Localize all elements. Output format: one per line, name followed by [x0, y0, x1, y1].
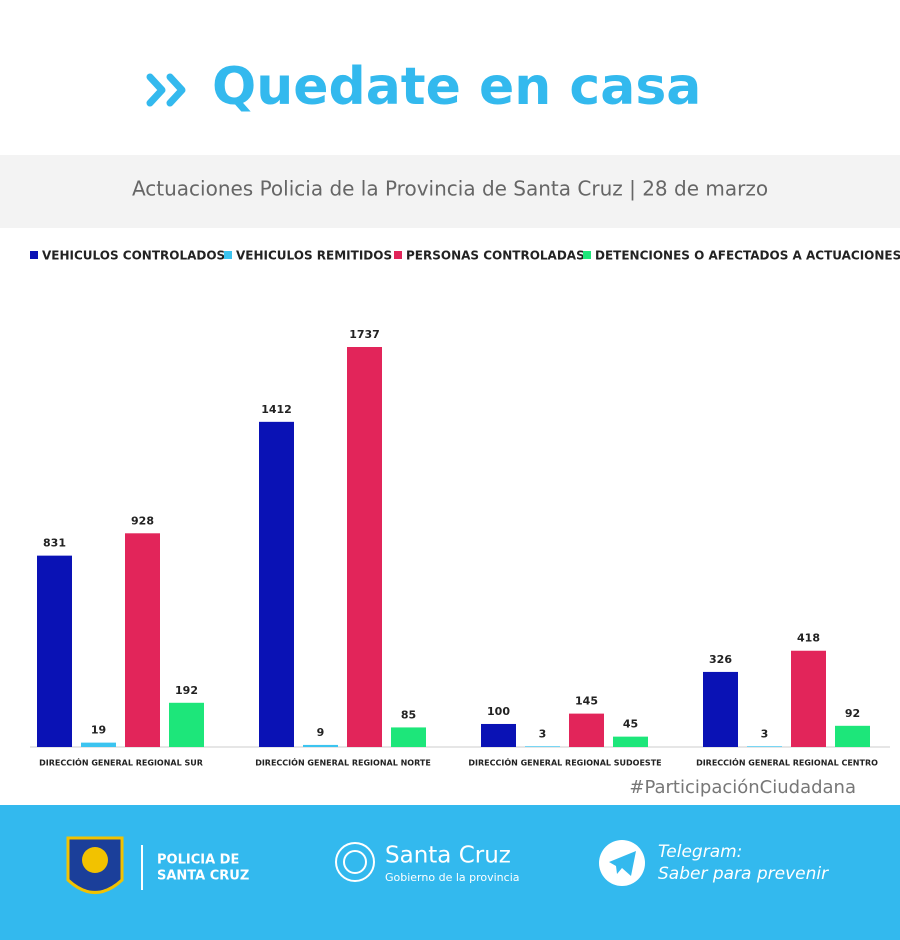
legend-label: DETENCIONES O AFECTADOS A ACTUACIONES: [595, 249, 900, 263]
bar: [481, 723, 516, 747]
x-tick-label: DIRECCIÓN GENERAL REGIONAL SUR: [39, 757, 203, 768]
bar: [569, 713, 604, 747]
bar: [391, 727, 426, 747]
value-label: 831: [43, 537, 66, 550]
police-name: SANTA CRUZ: [157, 869, 249, 884]
bar: [703, 671, 738, 747]
value-label: 928: [131, 514, 154, 527]
bar: [125, 533, 160, 747]
gov-name: Santa Cruz: [385, 843, 511, 869]
legend-swatch: [394, 251, 402, 259]
value-label: 145: [575, 695, 598, 708]
bar: [81, 742, 116, 747]
bar: [259, 421, 294, 747]
value-label: 326: [709, 653, 732, 666]
x-tick-label: DIRECCIÓN GENERAL REGIONAL NORTE: [255, 757, 431, 768]
bar: [169, 702, 204, 747]
bar: [303, 744, 338, 747]
value-label: 9: [317, 726, 325, 739]
bar: [835, 725, 870, 747]
value-label: 45: [623, 718, 638, 731]
telegram-sub: Saber para prevenir: [658, 864, 829, 884]
bar: [791, 650, 826, 747]
hashtag: #ParticipaciónCiudadana: [629, 777, 856, 798]
value-label: 3: [539, 727, 547, 740]
bar: [347, 347, 382, 747]
value-label: 1737: [349, 328, 380, 341]
value-label: 100: [487, 705, 510, 718]
telegram-icon: [599, 840, 645, 886]
gov-sub: Gobierno de la provincia: [385, 871, 520, 884]
x-tick-label: DIRECCIÓN GENERAL REGIONAL SUDOESTE: [468, 757, 661, 768]
legend-swatch: [30, 251, 38, 259]
legend-swatch: [583, 251, 591, 259]
value-label: 418: [797, 632, 820, 645]
police-name: POLICIA DE: [157, 853, 239, 868]
telegram-label: Telegram:: [658, 842, 742, 862]
gov-emblem: [335, 842, 375, 882]
page-title: Quedate en casa: [212, 57, 701, 117]
legend-label: PERSONAS CONTROLADAS: [406, 249, 585, 263]
legend-swatch: [224, 251, 232, 259]
value-label: 1412: [261, 403, 292, 416]
value-label: 19: [91, 724, 106, 737]
value-label: 192: [175, 684, 198, 697]
value-label: 85: [401, 708, 416, 721]
legend-label: VEHICULOS REMITIDOS: [236, 249, 392, 263]
bar: [747, 746, 782, 747]
value-label: 92: [845, 707, 860, 720]
police-logo: [66, 836, 124, 894]
bar: [37, 555, 72, 747]
title-icon: [146, 73, 186, 107]
chart-title: Actuaciones Policia de la Provincia de S…: [132, 177, 768, 201]
footer: [0, 805, 900, 940]
legend-label: VEHICULOS CONTROLADOS: [42, 249, 225, 263]
bar: [613, 736, 648, 747]
subtitle-band: [0, 155, 900, 228]
bar: [525, 746, 560, 747]
x-tick-label: DIRECCIÓN GENERAL REGIONAL CENTRO: [696, 757, 878, 768]
value-label: 3: [761, 727, 769, 740]
